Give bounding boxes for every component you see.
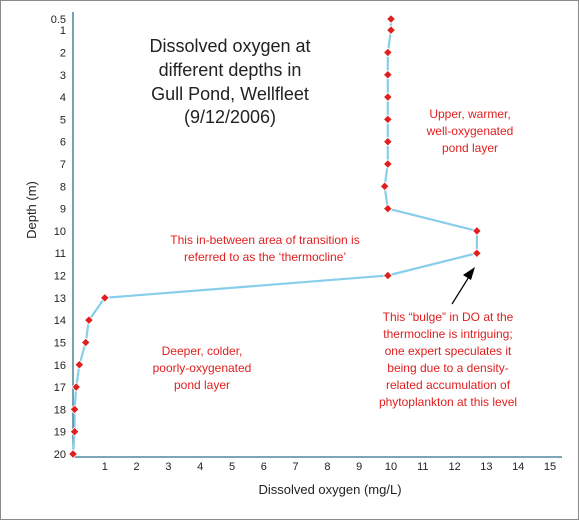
y-tick-label: 10 <box>54 226 66 238</box>
upper-note-line-2: well-oxygenated <box>426 124 514 138</box>
y-tick-label: 18 <box>54 404 66 416</box>
x-tick-label: 3 <box>165 461 171 473</box>
y-tick-label: 15 <box>54 337 66 349</box>
data-point <box>382 136 393 147</box>
y-tick-label: 5 <box>60 114 66 126</box>
y-tick-label: 12 <box>54 271 66 283</box>
x-tick-label: 9 <box>356 461 362 473</box>
data-point <box>382 270 393 281</box>
y-tick-label: 0.5 <box>51 14 66 26</box>
chart-title-line-2: different depths in <box>159 60 302 80</box>
thermocline-note-line-1: This in-between area of transition is <box>170 233 359 247</box>
y-tick-label: 11 <box>55 248 66 260</box>
x-tick-label: 6 <box>261 461 267 473</box>
bulge-note-line-3: one expert speculates it <box>385 344 512 358</box>
upper-note-line-1: Upper, warmer, <box>429 107 510 121</box>
y-tick-label: 19 <box>54 427 66 439</box>
y-tick-label: 8 <box>60 181 66 193</box>
x-tick-label: 1 <box>102 461 108 473</box>
chart-title: Dissolved oxygen at different depths in … <box>149 36 310 127</box>
data-point <box>74 359 85 370</box>
data-point <box>471 248 482 259</box>
annotation-upper-layer: Upper, warmer, well-oxygenated pond laye… <box>426 107 514 155</box>
data-point <box>84 315 94 326</box>
annotation-thermocline: This in-between area of transition is re… <box>170 233 359 264</box>
y-tick-label: 7 <box>60 159 66 171</box>
bulge-note-line-4: being due to a density- <box>387 361 508 375</box>
y-axis-title: Depth (m) <box>24 181 39 239</box>
y-tick-label: 4 <box>60 92 66 104</box>
x-tick-label: 7 <box>293 461 299 473</box>
x-tick-label: 2 <box>134 461 140 473</box>
data-point <box>379 181 390 192</box>
data-point <box>382 47 393 58</box>
data-point <box>99 292 110 303</box>
data-point <box>471 226 482 236</box>
chart-title-line-4: (9/12/2006) <box>184 107 276 127</box>
annotation-deeper-layer: Deeper, colder, poorly-oxygenated pond l… <box>153 344 252 392</box>
y-tick-label: 14 <box>54 315 66 327</box>
data-point <box>382 203 393 214</box>
y-tick-label: 3 <box>60 70 66 82</box>
x-axis-title: Dissolved oxygen (mg/L) <box>258 482 401 497</box>
y-tick-label: 1 <box>60 25 66 37</box>
data-point <box>69 426 80 437</box>
thermocline-note-line-2: referred to as the ‘thermocline’ <box>184 250 346 264</box>
data-point <box>382 114 393 125</box>
y-tick-label: 20 <box>54 449 66 461</box>
bulge-arrow <box>451 267 475 305</box>
deeper-note-line-2: poorly-oxygenated <box>153 361 252 375</box>
deeper-note-line-1: Deeper, colder, <box>162 344 243 358</box>
data-point <box>382 159 393 169</box>
data-point <box>68 449 78 459</box>
x-tick-label: 13 <box>480 461 492 473</box>
deeper-note-line-3: pond layer <box>174 378 230 392</box>
y-tick-label: 9 <box>60 204 66 216</box>
y-tick-label: 16 <box>54 360 66 372</box>
bulge-note-line-5: related accumulation of <box>386 378 511 392</box>
upper-note-line-3: pond layer <box>442 141 498 155</box>
data-point <box>386 14 396 24</box>
x-tick-label: 8 <box>324 461 330 473</box>
data-point <box>80 337 91 348</box>
data-point <box>382 69 393 80</box>
bulge-note-line-1: This “bulge” in DO at the <box>383 310 514 324</box>
x-tick-label: 10 <box>385 461 397 473</box>
x-tick-label: 14 <box>512 461 524 473</box>
x-tick-label: 4 <box>197 461 203 473</box>
data-point <box>386 25 396 36</box>
y-tick-label: 6 <box>60 137 66 149</box>
x-tick-label: 12 <box>448 461 460 473</box>
data-point <box>382 92 393 102</box>
x-tick-label: 15 <box>544 461 556 473</box>
data-point <box>69 404 80 415</box>
x-tick-label: 11 <box>417 461 428 473</box>
bulge-note-line-2: thermocline is intriguing; <box>383 327 512 341</box>
annotation-bulge: This “bulge” in DO at the thermocline is… <box>379 310 517 409</box>
x-tick-label: 5 <box>229 461 235 473</box>
y-tick-label: 13 <box>54 293 66 305</box>
chart-title-line-3: Gull Pond, Wellfleet <box>151 84 309 104</box>
y-tick-label: 17 <box>54 382 66 394</box>
y-tick-label: 2 <box>60 47 66 59</box>
x-tick-labels: 1 2 3 4 5 6 7 8 9 10 11 12 13 14 15 <box>102 461 556 473</box>
data-point <box>71 382 82 392</box>
bulge-note-line-6: phytoplankton at this level <box>379 395 517 409</box>
data-markers <box>68 14 482 459</box>
bulge-arrow-head <box>463 267 475 280</box>
chart-title-line-1: Dissolved oxygen at <box>149 36 310 56</box>
